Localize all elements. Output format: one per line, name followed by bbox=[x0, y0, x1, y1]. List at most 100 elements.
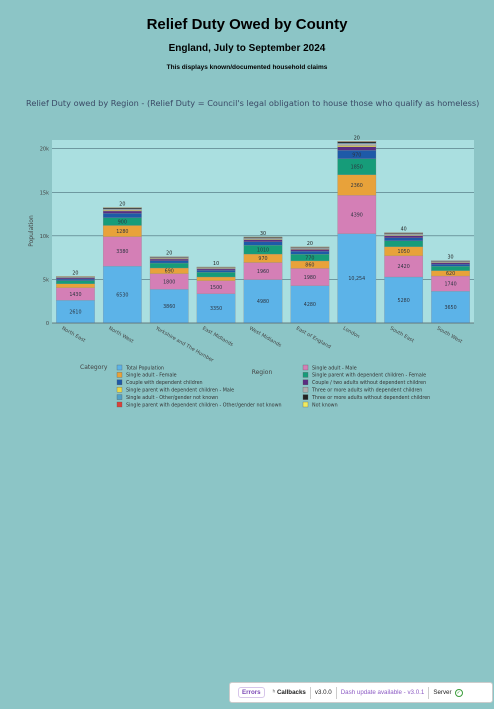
divider bbox=[428, 686, 430, 699]
bar-segment[interactable] bbox=[102, 213, 142, 218]
bar-segment[interactable] bbox=[102, 210, 142, 214]
bar-segment[interactable] bbox=[196, 268, 236, 271]
legend-swatch bbox=[302, 372, 309, 378]
bar-segment[interactable] bbox=[431, 291, 470, 324]
data-label: 30 bbox=[448, 255, 454, 261]
legend-swatch bbox=[116, 394, 123, 400]
data-label: 1430 bbox=[69, 292, 81, 298]
bar-segment[interactable] bbox=[196, 272, 236, 278]
legend-swatch bbox=[302, 401, 309, 408]
legend-swatch bbox=[302, 394, 309, 400]
legend-entry: Total Population bbox=[125, 365, 164, 371]
bar-segment[interactable] bbox=[102, 209, 142, 211]
legend-swatch bbox=[302, 379, 309, 385]
callbacks-icon: ʰ bbox=[272, 689, 275, 696]
bar-segment[interactable] bbox=[149, 262, 189, 269]
bar-segment[interactable] bbox=[337, 195, 377, 234]
callbacks-button[interactable]: Callbacks bbox=[276, 689, 306, 696]
bar-segment[interactable] bbox=[196, 293, 236, 324]
data-label: 6530 bbox=[116, 292, 128, 298]
legend-entry: Single adult - Male bbox=[312, 365, 357, 371]
data-label: 620 bbox=[446, 271, 455, 277]
legend-swatch bbox=[116, 387, 123, 393]
bar-segment[interactable] bbox=[149, 260, 189, 264]
bar-segment[interactable] bbox=[56, 278, 95, 281]
bars[interactable] bbox=[56, 141, 470, 324]
data-label: 900 bbox=[118, 219, 127, 225]
stacked-bar-chart[interactable]: 2610 1430 20 6530 3380 1280 900 20 3860 1800 690 20… bbox=[0, 0, 494, 420]
legend-entry: Couple / two adults without dependent ch… bbox=[312, 380, 426, 386]
legend-swatch bbox=[116, 379, 123, 385]
bar-segment[interactable] bbox=[56, 280, 95, 284]
legend: Total Population Single adult - Male Singl… bbox=[116, 364, 430, 408]
bar-segment[interactable] bbox=[56, 283, 95, 288]
legend-title: Category bbox=[80, 364, 108, 371]
bar-segment[interactable] bbox=[56, 277, 95, 280]
x-axis-label: Region bbox=[252, 369, 273, 376]
bar-segment[interactable] bbox=[196, 276, 236, 281]
data-label: 1050 bbox=[398, 249, 410, 255]
y-axis-label: Population bbox=[28, 215, 35, 247]
data-labels: 2610 1430 20 6530 3380 1280 900 20 3860 1800 690 20… bbox=[69, 135, 456, 315]
data-label: 10 bbox=[213, 261, 219, 267]
page-note: This displays known/documented household… bbox=[166, 64, 328, 71]
bar-segment[interactable] bbox=[337, 143, 377, 146]
legend-entry: Single adult - Other/gender not known bbox=[126, 395, 218, 401]
data-label: 2610 bbox=[69, 309, 81, 315]
bar-segment[interactable] bbox=[149, 289, 189, 324]
bar-segment[interactable] bbox=[290, 285, 330, 324]
bar-segment[interactable] bbox=[149, 258, 189, 261]
legend-entry: Not known bbox=[312, 402, 338, 408]
bar-segment[interactable] bbox=[196, 270, 236, 273]
data-label: 3650 bbox=[444, 305, 456, 311]
legend-entry: Single parent with dependent children - … bbox=[312, 373, 426, 379]
data-label: 4390 bbox=[351, 212, 363, 218]
data-label: 4280 bbox=[304, 302, 316, 308]
legend-swatch bbox=[116, 372, 123, 378]
bar-segment[interactable] bbox=[102, 236, 142, 267]
bar-segment[interactable] bbox=[102, 265, 142, 324]
bar-segment[interactable] bbox=[243, 241, 283, 246]
bar-segment[interactable] bbox=[384, 234, 424, 236]
data-label: 5280 bbox=[398, 298, 410, 304]
bar-segment[interactable] bbox=[431, 266, 470, 271]
data-label: 40 bbox=[401, 227, 407, 233]
update-link[interactable]: Dash update available - v3.0.1 bbox=[340, 689, 425, 696]
bar-segment[interactable] bbox=[431, 263, 470, 267]
data-label: 2360 bbox=[351, 183, 363, 189]
bar-segment[interactable] bbox=[431, 262, 470, 265]
legend-entry: Three or more adults without dependent c… bbox=[311, 395, 430, 401]
legend-swatch bbox=[116, 401, 123, 408]
bar-segment[interactable] bbox=[337, 145, 377, 147]
x-tick-label: West Midlands bbox=[248, 326, 283, 349]
bar-segment[interactable] bbox=[290, 249, 330, 252]
y-tick-label: 20k bbox=[40, 147, 49, 153]
data-label: 30 bbox=[260, 231, 266, 237]
bar-segment[interactable] bbox=[384, 235, 424, 238]
data-label: 20 bbox=[166, 251, 172, 257]
legend-entry: Couple with dependent children bbox=[126, 380, 203, 386]
bar-segment[interactable] bbox=[243, 239, 283, 242]
data-label: 1740 bbox=[444, 281, 456, 287]
dev-tools-bar: Errors ʰ Callbacks v3.0.0 Dash update ava… bbox=[229, 682, 493, 703]
bar-segment[interactable] bbox=[384, 240, 424, 247]
bar-segment[interactable] bbox=[337, 146, 377, 151]
data-label: 970 bbox=[258, 256, 267, 262]
y-tick-label: 5k bbox=[43, 277, 49, 283]
data-label: 1960 bbox=[257, 269, 269, 275]
data-label: 3350 bbox=[210, 306, 222, 312]
page-subtitle: England, July to September 2024 bbox=[168, 43, 326, 54]
bar-segment[interactable] bbox=[290, 250, 330, 255]
errors-button[interactable]: Errors bbox=[238, 687, 265, 698]
legend-entry: Single adult - Female bbox=[126, 373, 177, 379]
data-label: 10,254 bbox=[348, 276, 365, 282]
check-icon: ✓ bbox=[454, 688, 463, 697]
bar-segment[interactable] bbox=[384, 237, 424, 241]
chart-title: Relief Duty owed by Region - (Relief Dut… bbox=[26, 98, 480, 108]
data-label: 3380 bbox=[116, 249, 128, 255]
bar-segment[interactable] bbox=[337, 233, 377, 324]
y-tick-label: 15k bbox=[40, 190, 49, 196]
bar-segment[interactable] bbox=[243, 279, 283, 324]
legend-entry: Three or more adults with dependent chil… bbox=[311, 388, 422, 394]
page-title: Relief Duty Owed by County bbox=[146, 16, 348, 33]
